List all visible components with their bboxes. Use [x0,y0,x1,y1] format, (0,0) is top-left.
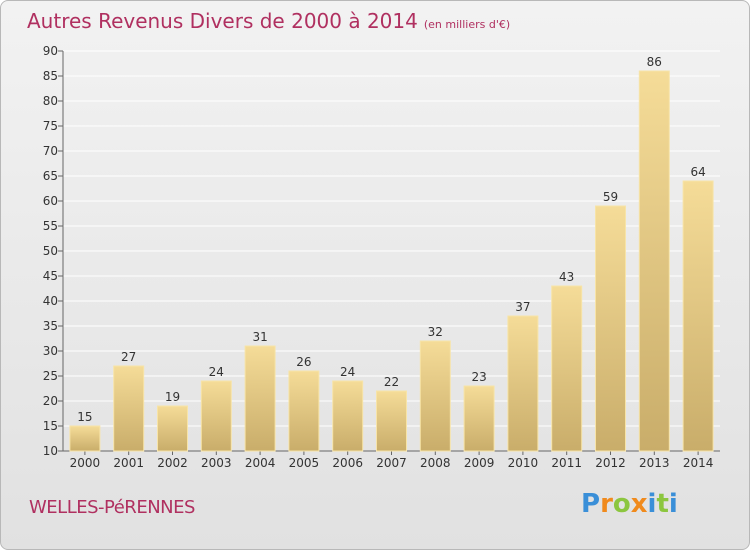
y-tick-label: 30 [43,344,58,358]
x-tick-label: 2000 [70,456,101,470]
logo-letter: i [647,489,657,519]
data-label: 19 [165,390,180,404]
bar-2012[interactable] [595,205,626,452]
y-tick-label: 15 [43,419,58,433]
x-tick-label: 2006 [332,456,363,470]
x-tick-label: 2005 [289,456,320,470]
bar-2014[interactable] [682,180,714,452]
y-tick-label: 40 [43,294,58,308]
data-label: 32 [428,325,443,339]
data-label: 86 [647,55,662,69]
x-tick-label: 2001 [113,456,144,470]
y-tick-label: 75 [43,119,58,133]
y-tick-label: 65 [43,169,58,183]
y-tick-label: 50 [43,244,58,258]
y-axis: 10 15 20 25 30 35 40 45 50 55 60 65 70 75 80 85 90 [43,44,64,458]
data-label: 24 [340,365,355,379]
bar-2005[interactable] [288,370,320,452]
data-label: 26 [296,355,311,369]
bar-2009[interactable] [463,385,495,452]
proxiti-logo[interactable]: Proxiti [581,489,678,519]
data-label: 31 [252,330,267,344]
data-label: 23 [471,370,486,384]
x-tick-label: 2004 [245,456,276,470]
data-label: 43 [559,270,574,284]
data-label: 64 [690,165,705,179]
x-tick-label: 2003 [201,456,232,470]
data-label: 27 [121,350,136,364]
y-tick-label: 10 [43,444,58,458]
chart-subtitle: (en milliers d'€) [423,18,511,31]
y-tick-label: 20 [43,394,58,408]
bar-2001[interactable] [113,365,145,452]
bar-2011[interactable] [551,285,583,452]
bar-2013[interactable] [638,70,670,452]
logo-letter: x [630,489,648,519]
x-tick-label: 2007 [376,456,407,470]
y-tick-label: 55 [43,219,58,233]
x-tick-label: 2014 [683,456,714,470]
bar-2000[interactable] [69,425,101,452]
bar-2003[interactable] [200,380,232,452]
logo-letter: i [668,489,678,519]
data-label: 15 [77,410,92,424]
bar-2004[interactable] [244,345,276,452]
logo-letter: P [581,489,601,519]
data-labels: 15 27 19 24 31 26 24 22 32 23 37 43 59 86 64 [77,55,705,424]
commune-name: WELLES-PéRENNES [29,497,195,518]
bar-2008[interactable] [419,340,451,452]
data-label: 37 [515,300,530,314]
y-tick-label: 60 [43,194,58,208]
x-tick-label: 2009 [464,456,495,470]
y-tick-label: 45 [43,269,58,283]
data-label: 24 [209,365,224,379]
y-tick-label: 90 [43,44,58,58]
y-tick-label: 80 [43,94,58,108]
chart-title: Autres Revenus Divers de 2000 à 2014 (en … [27,9,510,33]
chart-title-text: Autres Revenus Divers de 2000 à 2014 [27,9,418,33]
y-tick-label: 25 [43,369,58,383]
bar-2007[interactable] [376,390,407,452]
x-tick-label: 2008 [420,456,451,470]
x-tick-label: 2012 [595,456,626,470]
x-tick-label: 2013 [639,456,670,470]
bar-2006[interactable] [332,380,364,452]
bar-2010[interactable] [507,315,539,452]
logo-letter: r [600,489,613,519]
x-tick-label: 2002 [157,456,188,470]
y-tick-label: 35 [43,319,58,333]
x-tick-label: 2010 [508,456,539,470]
bar-2002[interactable] [157,405,188,452]
logo-letter: o [612,489,631,519]
x-tick-label: 2011 [551,456,582,470]
data-label: 59 [603,190,618,204]
x-axis: 2000 2001 2002 2003 2004 2005 2006 2007 2008 2009… [63,450,720,470]
y-tick-label: 70 [43,144,58,158]
logo-letter: t [656,489,669,519]
data-label: 22 [384,375,399,389]
bars [69,70,714,452]
y-tick-label: 85 [43,69,58,83]
